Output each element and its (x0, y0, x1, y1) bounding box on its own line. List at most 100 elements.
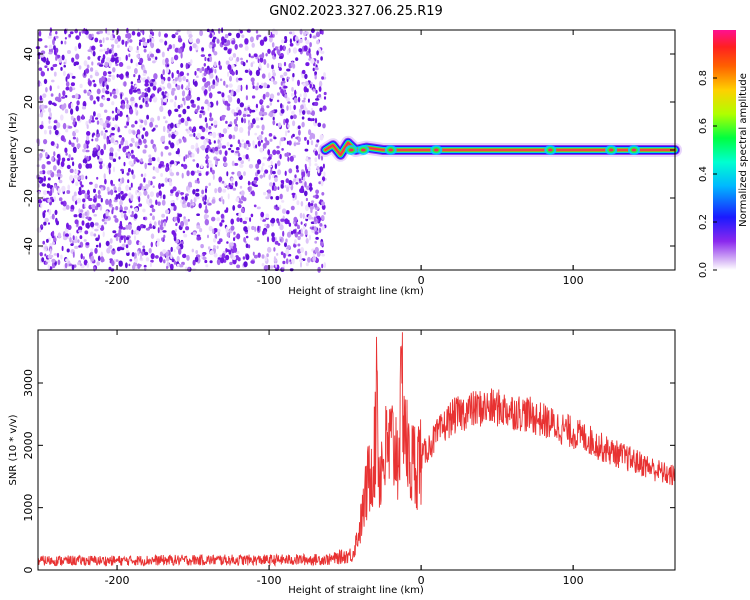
noise-speckle (97, 255, 101, 262)
noise-speckle (196, 163, 200, 168)
noise-speckle (72, 146, 77, 153)
noise-speckle (68, 232, 72, 237)
noise-speckle (316, 139, 320, 143)
noise-speckle (71, 75, 76, 79)
noise-speckle (217, 91, 222, 94)
noise-speckle (242, 256, 246, 260)
noise-speckle (173, 260, 177, 265)
noise-speckle (254, 85, 259, 91)
noise-speckle (142, 208, 146, 213)
noise-speckle (284, 170, 287, 176)
noise-speckle (175, 150, 179, 155)
y-tick-label: 40 (22, 47, 35, 61)
noise-speckle (71, 57, 75, 63)
noise-speckle (73, 191, 77, 197)
noise-speckle (124, 125, 128, 129)
noise-speckle (308, 48, 311, 54)
noise-speckle (71, 264, 75, 270)
colorbar-tick-label: 0.2 (698, 214, 709, 230)
noise-speckle (106, 123, 111, 128)
noise-speckle (208, 182, 211, 186)
noise-speckle (104, 61, 109, 67)
noise-speckle (39, 152, 43, 159)
noise-speckle (174, 108, 179, 113)
noise-speckle (188, 37, 194, 43)
noise-speckle (216, 258, 221, 266)
noise-speckle (157, 88, 160, 94)
noise-speckle (230, 177, 234, 182)
noise-speckle (306, 110, 311, 115)
noise-speckle (132, 264, 136, 270)
noise-speckle (63, 236, 68, 241)
noise-speckle (161, 91, 165, 96)
noise-speckle (60, 66, 63, 71)
noise-speckle (111, 248, 116, 255)
noise-speckle (258, 111, 263, 116)
noise-speckle (115, 57, 118, 64)
noise-speckle (152, 176, 156, 180)
noise-speckle (223, 162, 228, 167)
noise-speckle (75, 35, 80, 40)
noise-speckle (111, 110, 114, 114)
noise-speckle (302, 110, 306, 115)
noise-speckle (101, 87, 106, 94)
noise-speckle (47, 264, 50, 270)
noise-speckle (186, 202, 191, 208)
noise-speckle (248, 186, 251, 193)
noise-speckle (133, 230, 137, 235)
noise-speckle (180, 52, 183, 59)
noise-speckle (167, 82, 171, 89)
noise-speckle (213, 245, 216, 249)
noise-speckle (196, 96, 201, 101)
noise-speckle (210, 166, 213, 173)
noise-speckle (115, 63, 119, 67)
noise-speckle (98, 242, 102, 248)
noise-speckle (111, 57, 116, 62)
noise-speckle (182, 201, 185, 205)
noise-speckle (286, 250, 289, 256)
noise-speckle (264, 255, 268, 262)
noise-speckle (165, 67, 169, 74)
noise-speckle (205, 127, 209, 133)
noise-speckle (104, 129, 108, 133)
noise-speckle (65, 129, 69, 133)
noise-speckle (271, 28, 276, 35)
noise-speckle (89, 181, 93, 185)
noise-speckle (144, 144, 148, 149)
noise-speckle (48, 107, 52, 113)
noise-speckle (147, 194, 150, 200)
noise-speckle (318, 80, 323, 88)
noise-speckle (319, 250, 324, 254)
noise-speckle (221, 219, 225, 223)
noise-speckle (149, 121, 154, 128)
noise-speckle (253, 204, 257, 208)
noise-speckle (115, 259, 119, 262)
y-tick-label: -40 (22, 237, 35, 255)
noise-speckle (83, 162, 86, 166)
y-tick-label: 1000 (22, 494, 35, 522)
noise-speckle (84, 192, 88, 200)
noise-speckle (256, 34, 259, 41)
noise-speckle (284, 94, 288, 99)
noise-speckle (121, 195, 125, 201)
noise-speckle (114, 218, 119, 223)
noise-speckle (142, 138, 147, 144)
noise-speckle (139, 104, 143, 109)
noise-speckle (157, 220, 161, 226)
noise-speckle (194, 70, 197, 76)
noise-speckle (297, 96, 301, 103)
noise-speckle (41, 104, 45, 110)
noise-speckle (131, 154, 136, 159)
noise-speckle (163, 221, 167, 227)
noise-speckle (285, 178, 290, 184)
noise-speckle (109, 147, 114, 153)
noise-speckle (99, 39, 102, 44)
noise-speckle (78, 190, 81, 194)
noise-speckle (144, 173, 147, 178)
x-tick-label: -100 (257, 574, 282, 587)
noise-speckle (266, 63, 270, 69)
noise-speckle (97, 151, 101, 157)
noise-speckle (110, 137, 115, 144)
noise-speckle (297, 79, 300, 87)
noise-speckle (205, 156, 210, 159)
